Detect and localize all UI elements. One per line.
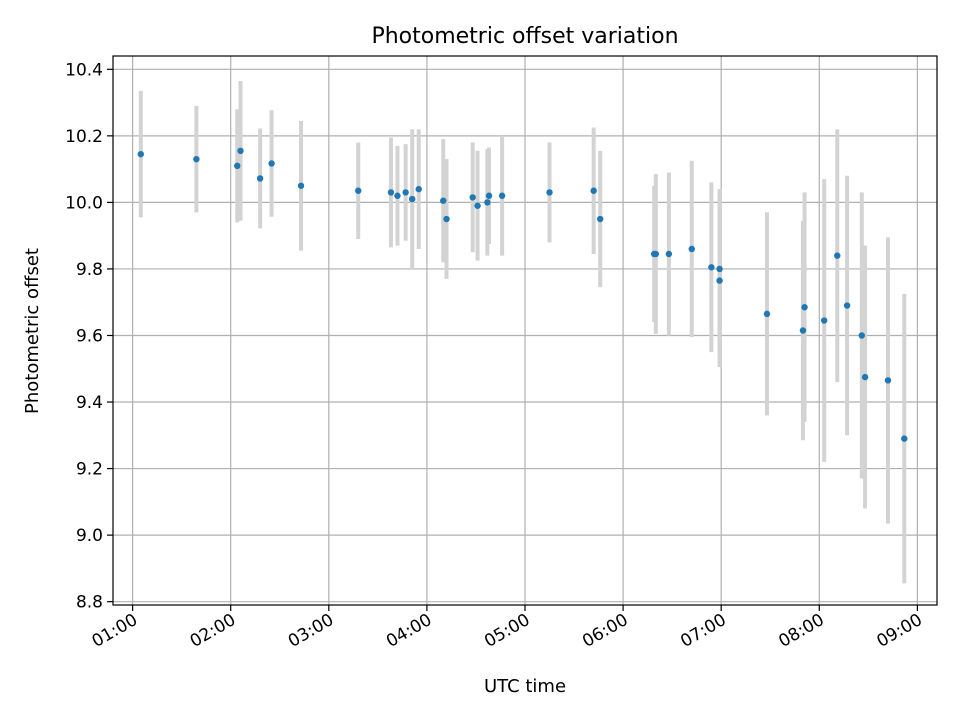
data-point xyxy=(443,215,450,223)
data-point xyxy=(137,150,144,158)
data-points xyxy=(137,147,908,442)
data-point xyxy=(474,202,481,209)
x-axis-label: UTC time xyxy=(484,676,566,697)
data-point xyxy=(901,435,908,442)
data-point xyxy=(716,265,723,273)
data-point xyxy=(237,147,244,155)
y-tick-label: 9.0 xyxy=(76,526,103,546)
data-point xyxy=(440,197,447,204)
y-axis-label: Photometric offset xyxy=(22,248,43,414)
data-point xyxy=(469,194,476,201)
data-point xyxy=(297,182,305,189)
data-point xyxy=(716,277,723,284)
y-tick-label: 9.2 xyxy=(76,460,103,480)
data-point xyxy=(590,187,597,194)
data-point xyxy=(408,195,416,203)
data-point xyxy=(820,317,828,324)
data-point xyxy=(834,252,841,259)
data-point xyxy=(415,185,422,193)
data-point xyxy=(355,187,362,194)
data-point xyxy=(193,155,200,163)
data-point xyxy=(665,250,673,258)
data-point xyxy=(484,199,491,206)
data-point xyxy=(763,310,771,318)
data-point xyxy=(799,327,807,334)
y-tick-label: 10.0 xyxy=(65,193,103,213)
y-tick-label: 9.4 xyxy=(76,393,103,413)
grid xyxy=(113,56,937,605)
data-point xyxy=(234,162,241,169)
data-point xyxy=(708,264,715,271)
data-point xyxy=(387,189,395,196)
data-point xyxy=(688,245,695,253)
data-point xyxy=(861,373,869,381)
data-point xyxy=(801,304,808,311)
data-point xyxy=(256,175,264,182)
data-point xyxy=(498,192,506,199)
data-point xyxy=(402,189,409,196)
y-tick-label: 9.6 xyxy=(76,326,103,346)
data-point xyxy=(268,160,275,167)
data-point xyxy=(843,302,851,309)
y-tick-label: 10.4 xyxy=(65,60,103,80)
data-point xyxy=(485,192,493,199)
data-point xyxy=(858,332,865,339)
data-point xyxy=(597,215,604,223)
data-point xyxy=(652,250,659,258)
y-tick-label: 10.2 xyxy=(65,127,103,147)
y-tick-label: 9.8 xyxy=(76,260,103,280)
chart-title: Photometric offset variation xyxy=(371,24,678,49)
data-point xyxy=(546,189,553,196)
y-tick-label: 8.8 xyxy=(76,593,103,613)
data-point xyxy=(394,192,401,199)
data-point xyxy=(884,377,892,384)
